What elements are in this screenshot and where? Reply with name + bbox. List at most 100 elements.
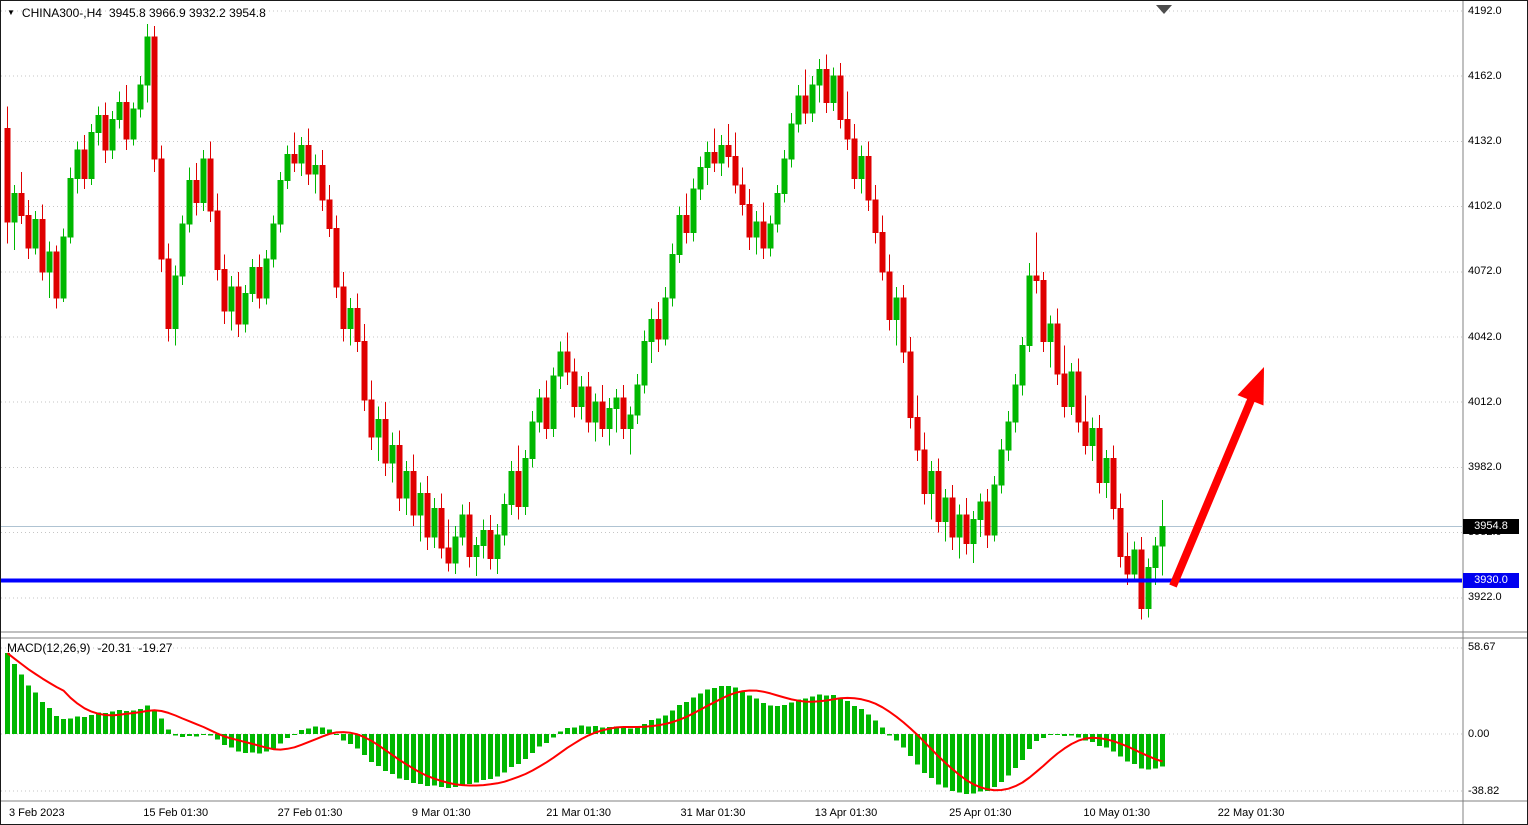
- candle-body: [802, 95, 809, 114]
- candle-body: [725, 145, 732, 158]
- macd-histogram-bar: [971, 734, 976, 794]
- candle-body: [256, 266, 263, 299]
- macd-histogram-bar: [1083, 734, 1088, 741]
- candle-body: [382, 419, 389, 464]
- macd-histogram-bar: [1069, 734, 1074, 736]
- macd-histogram-bar: [565, 728, 570, 734]
- macd-histogram-bar: [432, 734, 437, 786]
- candle-body: [473, 545, 480, 558]
- macd-histogram-bar: [936, 734, 941, 785]
- macd-histogram-bar: [152, 709, 157, 734]
- macd-histogram-bar: [194, 734, 199, 737]
- macd-histogram-bar: [117, 710, 122, 734]
- macd-histogram-bar: [82, 716, 87, 734]
- macd-histogram-bar: [1020, 734, 1025, 760]
- candle-body: [760, 221, 767, 249]
- candle-body: [291, 153, 298, 164]
- macd-histogram-bar: [453, 734, 458, 788]
- candle-body: [928, 471, 935, 494]
- candle-body: [368, 399, 375, 438]
- macd-histogram-bar: [999, 734, 1004, 782]
- support-line-price-badge: 3930.0: [1463, 572, 1519, 588]
- candle-body: [564, 351, 571, 373]
- candle-body: [935, 471, 942, 523]
- macd-histogram-bar: [1125, 734, 1130, 762]
- candle-body: [354, 308, 361, 342]
- candle-body: [123, 101, 130, 140]
- candle-body: [375, 419, 382, 438]
- candle-body: [53, 251, 60, 299]
- candle-body: [1054, 323, 1061, 375]
- macd-histogram-bar: [159, 718, 164, 734]
- macd-histogram-bar: [740, 690, 745, 734]
- macd-histogram-bar: [649, 720, 654, 734]
- trend-arrow-shaft[interactable]: [1169, 398, 1255, 588]
- macd-histogram-bar: [236, 734, 241, 752]
- macd-histogram-bar: [1048, 734, 1053, 735]
- candle-body: [1012, 384, 1019, 423]
- candle-body: [536, 397, 543, 423]
- macd-histogram-bar: [1146, 734, 1151, 770]
- candle-body: [844, 119, 851, 140]
- macd-histogram-bar: [320, 727, 325, 734]
- candle-body: [788, 123, 795, 160]
- candle-body: [4, 127, 11, 223]
- macd-histogram-bar: [411, 734, 416, 784]
- candle-body: [508, 471, 515, 505]
- macd-histogram-bar: [691, 697, 696, 734]
- macd-histogram-bar: [89, 714, 94, 734]
- macd-histogram-bar: [1013, 734, 1018, 769]
- macd-histogram-bar: [551, 734, 556, 738]
- macd-histogram-bar: [481, 734, 486, 781]
- macd-histogram-bar: [733, 687, 738, 734]
- candle-body: [186, 180, 193, 225]
- candle-body: [823, 69, 830, 103]
- candle-body: [102, 114, 109, 151]
- candle-body: [550, 375, 557, 429]
- candle-body: [1110, 458, 1117, 510]
- macd-histogram-bar: [1118, 734, 1123, 757]
- macd-histogram-bar: [1006, 734, 1011, 776]
- macd-histogram-bar: [579, 725, 584, 734]
- trend-arrow-head[interactable]: [1237, 367, 1265, 406]
- candle-body: [781, 158, 788, 195]
- macd-histogram-bar: [425, 734, 430, 787]
- macd-main-value: -20.31: [97, 641, 132, 655]
- date-label: 21 Mar 01:30: [546, 807, 612, 819]
- candle-body: [361, 340, 368, 401]
- macd-histogram-bar: [572, 727, 577, 734]
- candle-body: [977, 501, 984, 521]
- macd-histogram-bar: [628, 728, 633, 734]
- symbol-dropdown-icon[interactable]: ▼: [7, 8, 15, 17]
- candle-body: [165, 258, 172, 329]
- macd-histogram-bar: [166, 729, 171, 734]
- candle-body: [529, 421, 536, 460]
- candle-body: [179, 223, 186, 277]
- candle-body: [347, 308, 354, 329]
- candle-body: [1117, 508, 1124, 558]
- macd-histogram-bar: [761, 702, 766, 734]
- candle-body: [816, 69, 823, 86]
- candle-body: [949, 497, 956, 538]
- macd-histogram-bar: [978, 734, 983, 792]
- date-label: 13 Apr 01:30: [814, 807, 878, 819]
- candle-body: [200, 158, 207, 203]
- chart-shift-marker-icon[interactable]: [1156, 5, 1172, 14]
- macd-histogram-bar: [754, 698, 759, 734]
- candle-body: [333, 227, 340, 288]
- macd-histogram-bar: [929, 734, 934, 779]
- price-tick-label: 4042.0: [1468, 330, 1502, 343]
- candle-body: [557, 351, 564, 377]
- price-tick-label: 4162.0: [1468, 69, 1502, 82]
- macd-histogram-bar: [187, 734, 192, 737]
- macd-histogram-bar: [376, 734, 381, 767]
- macd-histogram-bar: [313, 726, 318, 734]
- candle-body: [655, 319, 662, 340]
- macd-histogram-bar: [782, 705, 787, 734]
- candle-body: [606, 408, 613, 429]
- candle-body: [627, 414, 634, 429]
- date-label: 9 Mar 01:30: [411, 807, 471, 819]
- macd-histogram-bar: [719, 686, 724, 734]
- candle-body: [522, 458, 529, 508]
